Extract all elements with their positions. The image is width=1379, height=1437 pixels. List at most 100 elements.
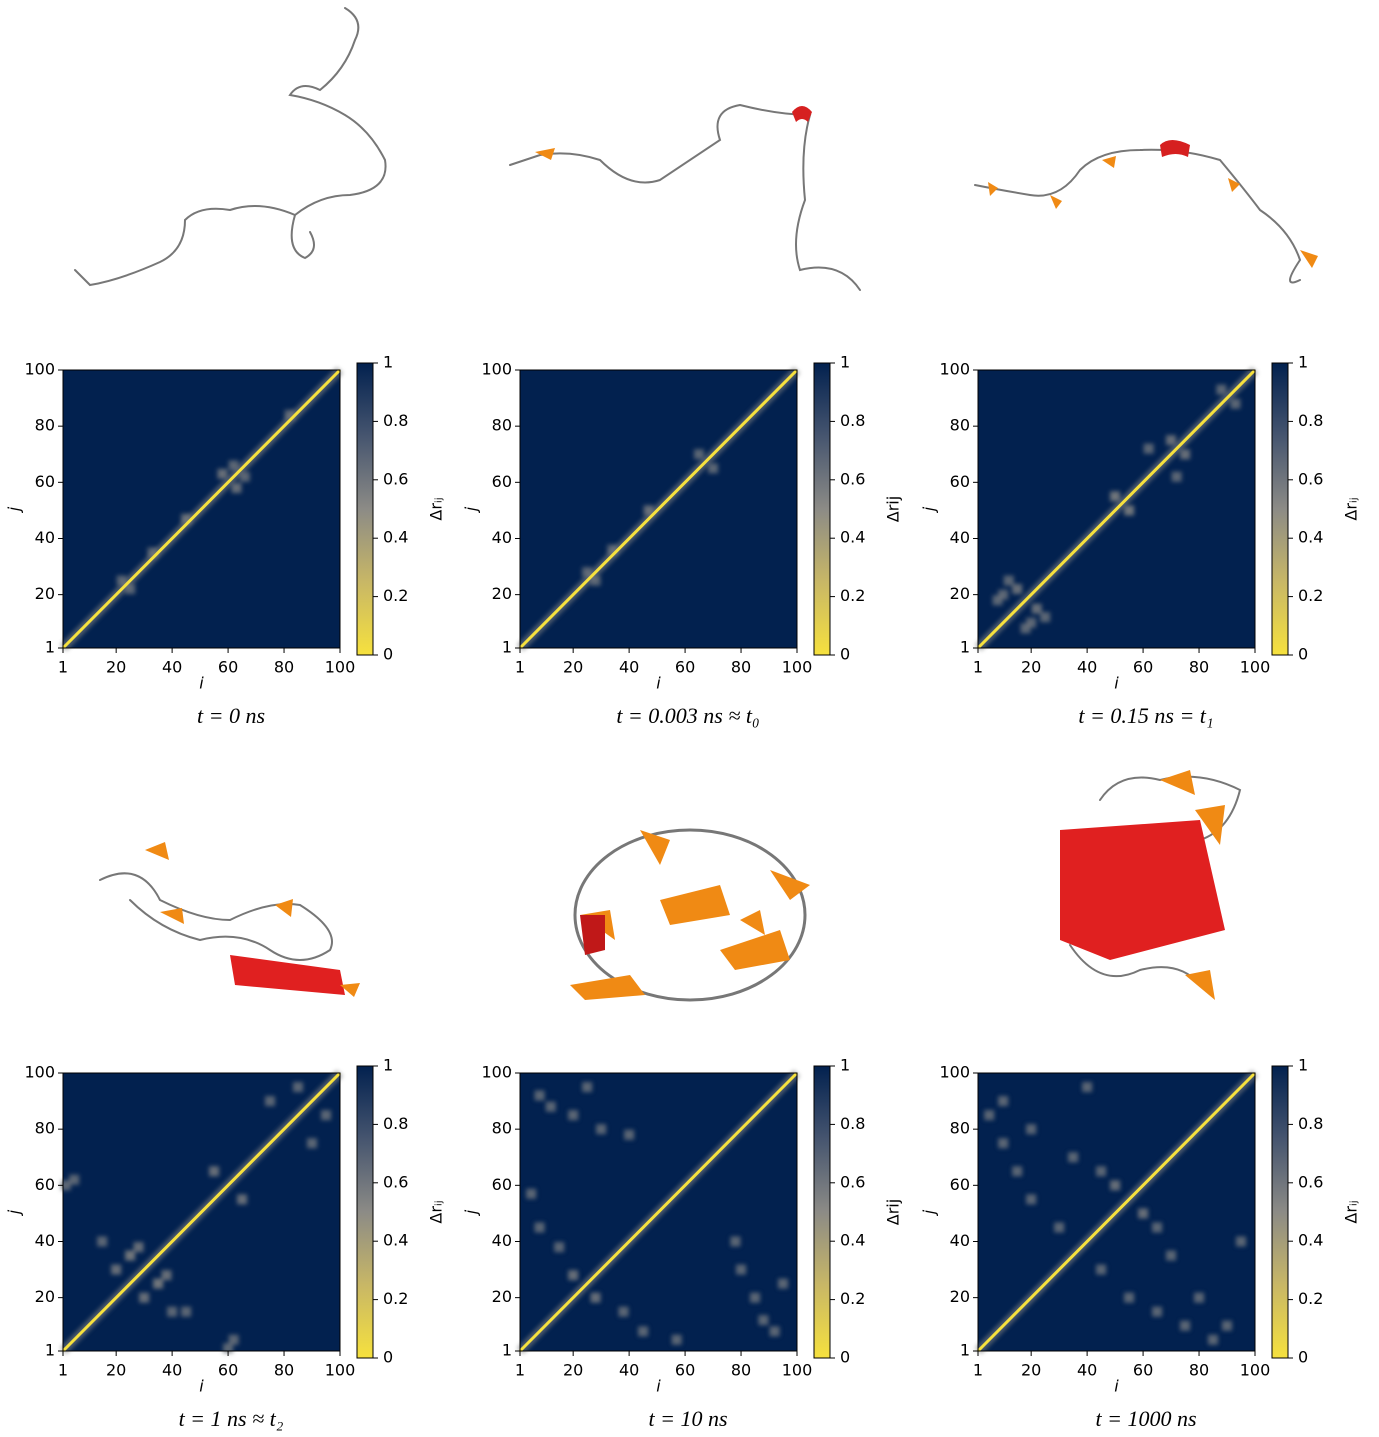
colorbar-tick-label: 0.4 (1298, 528, 1323, 547)
x-tick-label: 60 (218, 658, 238, 677)
contact-cell (998, 589, 1009, 600)
contact-cell (998, 1096, 1009, 1107)
contact-cell (228, 1334, 239, 1345)
contact-cell (568, 1110, 579, 1121)
y-tick-label: 100 (24, 1063, 55, 1082)
contact-cell (1096, 1166, 1107, 1177)
x-tick-label: 80 (274, 1361, 294, 1380)
contact-cell (111, 1264, 122, 1275)
y-tick-label: 40 (492, 528, 512, 547)
diagonal (976, 1071, 1257, 1353)
heatmap-panel: 1 20 40 60 80 100120406080100ij00.20.40.60.81… (5, 353, 446, 729)
contact-cell (223, 1343, 234, 1354)
panel-caption: t = 0.15 ns = t₁ (1078, 703, 1213, 728)
contact-cell (1012, 584, 1023, 595)
contact-cell (568, 1270, 579, 1281)
colorbar-tick-label: 1 (383, 1056, 393, 1075)
contact-cell (1082, 1082, 1093, 1093)
contact-cell (1143, 443, 1154, 454)
colorbar-tick-label: 0.6 (383, 1172, 408, 1191)
contact-cell (1138, 1208, 1149, 1219)
contact-cell (643, 505, 654, 516)
colorbar-tick-label: 1 (383, 353, 393, 372)
colorbar-tick-label: 0.2 (383, 586, 408, 605)
x-tick-label: 80 (1189, 1361, 1209, 1380)
plot-frame (62, 1072, 341, 1352)
y-tick-label: 20 (492, 1287, 512, 1306)
colorbar-tick-label: 1 (840, 1056, 850, 1075)
colorbar-tick-label: 0.8 (840, 411, 865, 430)
contact-cell (1124, 1292, 1135, 1303)
contact-cell (1194, 1292, 1205, 1303)
colorbar-label: Δrᵢⱼ (1342, 497, 1361, 520)
contact-cell (590, 575, 601, 586)
contact-cell (750, 1292, 761, 1303)
contact-cell (209, 1166, 220, 1177)
contact-cell (1110, 1180, 1121, 1191)
x-tick-label: 60 (218, 1361, 238, 1380)
contact-cell (239, 471, 250, 482)
contact-cells (984, 1082, 1247, 1345)
colorbar-tick-label: 0.4 (383, 528, 408, 547)
contact-cell (97, 1236, 108, 1247)
colorbar-tick-label: 0.4 (1298, 1231, 1323, 1250)
contact-cell (237, 1194, 248, 1205)
contact-cell (1216, 384, 1227, 395)
contact-cell (139, 1292, 150, 1303)
plot-frame (977, 1072, 1256, 1352)
contact-cell (321, 1110, 332, 1121)
colorbar-label: Δrᵢⱼ (427, 1200, 446, 1223)
x-tick-label: 40 (619, 1361, 639, 1380)
contact-cell (1208, 1334, 1219, 1345)
contact-cells (526, 1082, 789, 1345)
contact-cell (1026, 1194, 1037, 1205)
colorbar-tick-label: 1 (1298, 1056, 1308, 1075)
helix (535, 148, 555, 160)
y-tick-label: 60 (950, 472, 970, 491)
x-axis-label: i (199, 1377, 204, 1396)
colorbar-tick-label: 0 (383, 1348, 393, 1367)
y-tick-label: 100 (481, 360, 512, 379)
colorbar-tick-label: 0.8 (840, 1114, 865, 1133)
plot-frame (977, 369, 1256, 649)
x-axis-label: i (1114, 1377, 1119, 1396)
colorbar-tick-label: 0.4 (840, 1231, 865, 1250)
colorbar-label: Δrij (884, 1199, 903, 1225)
y-tick-label: 1 (45, 638, 55, 657)
y-tick-label: 40 (950, 528, 970, 547)
contact-cell (554, 1242, 565, 1253)
y-tick-label: 100 (24, 360, 55, 379)
colorbar-tick-label: 0.4 (383, 1231, 408, 1250)
contact-cell (1068, 1152, 1079, 1163)
y-tick-label: 80 (35, 1119, 55, 1138)
contact-cells (60, 1082, 332, 1354)
colorbar (1271, 362, 1289, 656)
x-tick-label: 100 (782, 1361, 813, 1380)
contact-cell (596, 1124, 607, 1135)
contact-cell (545, 1101, 556, 1112)
contact-cell (992, 595, 1003, 606)
colorbar-tick-label: 0.6 (383, 469, 408, 488)
contact-cell (1124, 505, 1135, 516)
x-tick-label: 1 (58, 1361, 68, 1380)
y-tick-label: 60 (35, 1175, 55, 1194)
contact-cell (307, 1138, 318, 1149)
y-tick-label: 80 (35, 416, 55, 435)
colorbar-tick-label: 0.2 (1298, 1289, 1323, 1308)
contact-cell (125, 584, 136, 595)
colorbar-tick-label: 0 (840, 645, 850, 664)
contact-cell (1054, 1222, 1065, 1233)
x-tick-label: 60 (1133, 658, 1153, 677)
y-tick-label: 80 (950, 1119, 970, 1138)
colorbar-tick-label: 0.2 (840, 586, 865, 605)
x-tick-label: 1 (515, 1361, 525, 1380)
contact-cell (1230, 398, 1241, 409)
x-tick-label: 20 (563, 658, 583, 677)
y-tick-label: 40 (492, 1231, 512, 1250)
y-tick-label: 60 (35, 472, 55, 491)
colorbar-tick-label: 0 (383, 645, 393, 664)
y-tick-label: 100 (481, 1063, 512, 1082)
contact-cell (231, 482, 242, 493)
contact-cell (582, 567, 593, 578)
contact-cell (1040, 612, 1051, 623)
